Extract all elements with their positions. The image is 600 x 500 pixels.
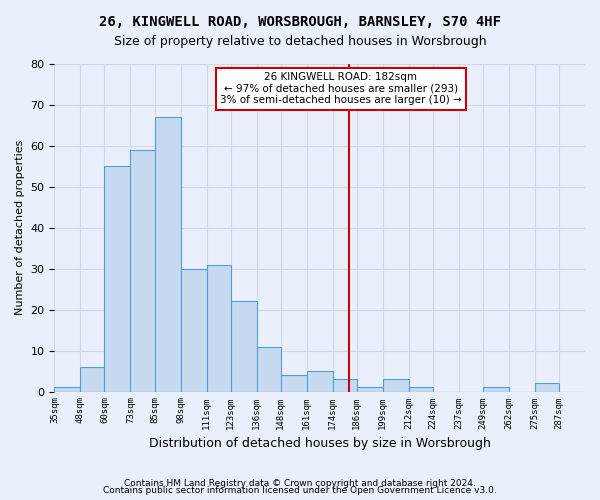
Text: Size of property relative to detached houses in Worsbrough: Size of property relative to detached ho… [113,35,487,48]
Bar [181,268,206,392]
Bar [307,371,333,392]
Bar [80,367,104,392]
Bar [535,384,559,392]
Bar [230,302,257,392]
Bar [55,388,80,392]
Bar [155,117,181,392]
Text: 26 KINGWELL ROAD: 182sqm
← 97% of detached houses are smaller (293)
3% of semi-d: 26 KINGWELL ROAD: 182sqm ← 97% of detach… [220,72,461,106]
Bar [357,388,383,392]
Y-axis label: Number of detached properties: Number of detached properties [15,140,25,316]
Bar [333,380,357,392]
Bar [409,388,433,392]
X-axis label: Distribution of detached houses by size in Worsbrough: Distribution of detached houses by size … [149,437,491,450]
Bar [130,150,155,392]
Text: Contains HM Land Registry data © Crown copyright and database right 2024.: Contains HM Land Registry data © Crown c… [124,478,476,488]
Bar [281,375,307,392]
Text: 26, KINGWELL ROAD, WORSBROUGH, BARNSLEY, S70 4HF: 26, KINGWELL ROAD, WORSBROUGH, BARNSLEY,… [99,15,501,29]
Bar [206,264,230,392]
Bar [383,380,409,392]
Bar [483,388,509,392]
Bar [104,166,130,392]
Text: Contains public sector information licensed under the Open Government Licence v3: Contains public sector information licen… [103,486,497,495]
Bar [257,346,281,392]
